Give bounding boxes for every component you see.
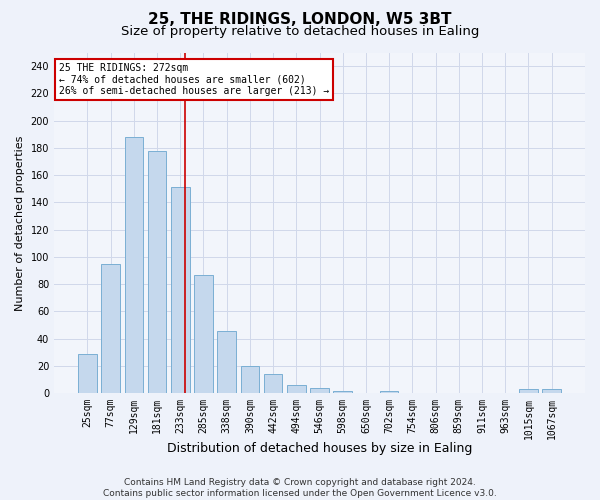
- Bar: [217, 330, 236, 393]
- Text: Contains HM Land Registry data © Crown copyright and database right 2024.
Contai: Contains HM Land Registry data © Crown c…: [103, 478, 497, 498]
- Bar: [310, 388, 329, 393]
- Text: Size of property relative to detached houses in Ealing: Size of property relative to detached ho…: [121, 25, 479, 38]
- Bar: [125, 137, 143, 393]
- Bar: [519, 389, 538, 393]
- Bar: [78, 354, 97, 393]
- Bar: [171, 188, 190, 393]
- Bar: [380, 390, 398, 393]
- Bar: [542, 389, 561, 393]
- X-axis label: Distribution of detached houses by size in Ealing: Distribution of detached houses by size …: [167, 442, 472, 455]
- Text: 25, THE RIDINGS, LONDON, W5 3BT: 25, THE RIDINGS, LONDON, W5 3BT: [148, 12, 452, 28]
- Y-axis label: Number of detached properties: Number of detached properties: [15, 135, 25, 310]
- Bar: [148, 150, 166, 393]
- Bar: [287, 385, 305, 393]
- Bar: [241, 366, 259, 393]
- Bar: [334, 390, 352, 393]
- Bar: [101, 264, 120, 393]
- Bar: [194, 274, 213, 393]
- Text: 25 THE RIDINGS: 272sqm
← 74% of detached houses are smaller (602)
26% of semi-de: 25 THE RIDINGS: 272sqm ← 74% of detached…: [59, 62, 329, 96]
- Bar: [264, 374, 283, 393]
